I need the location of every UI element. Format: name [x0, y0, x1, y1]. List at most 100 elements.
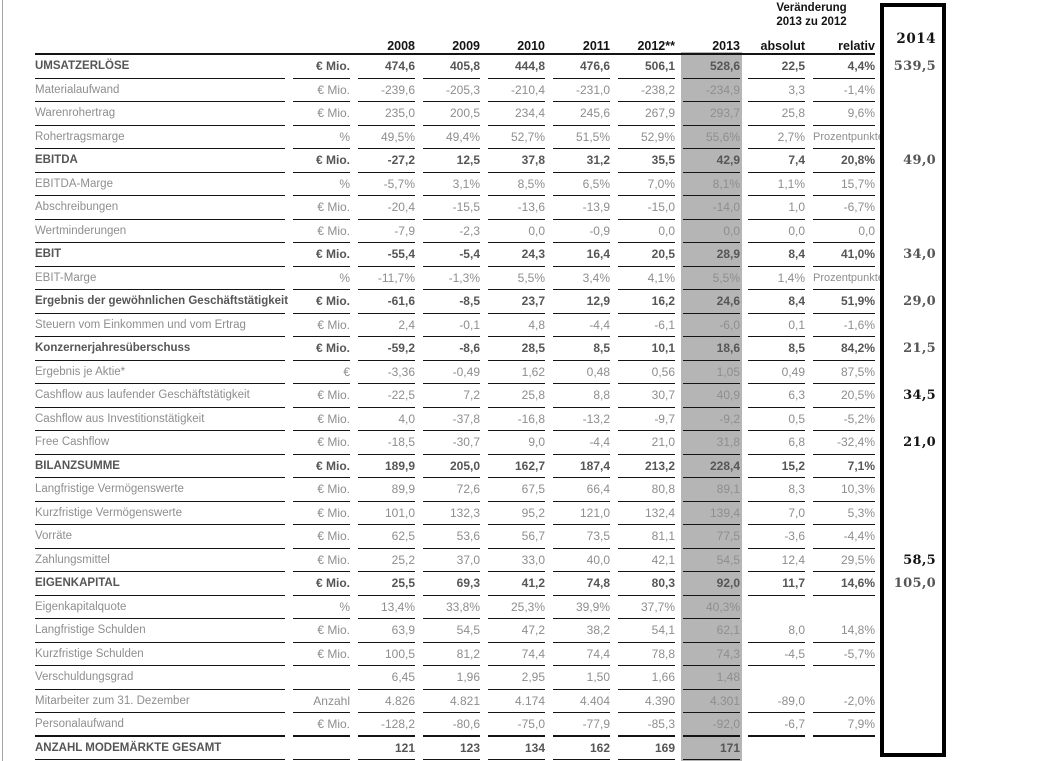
cell-2009: 200,5 [423, 102, 480, 126]
cell-2011: 476,6 [553, 55, 610, 79]
cell-relativ: -6,7% [813, 196, 875, 220]
row-unit: € Mio. [293, 525, 350, 549]
cell-2009: 405,8 [423, 55, 480, 79]
row-label: Eigenkapitalquote [35, 596, 285, 619]
cell-absolut: 8,4 [748, 290, 805, 314]
cell-relativ: 5,3% [813, 502, 875, 525]
cell-2008: -55,4 [358, 243, 415, 267]
cell-absolut: -3,6 [748, 525, 805, 549]
cell-2011: 40,0 [553, 549, 610, 572]
forecast-2014-box [880, 3, 946, 757]
cell-2012: 4,1% [618, 267, 675, 290]
cell-2010: 8,5% [488, 173, 545, 196]
cell-2008: 89,9 [358, 478, 415, 502]
cell-2010: 0,0 [488, 220, 545, 243]
row-unit: € Mio. [293, 220, 350, 243]
cell-absolut: 8,4 [748, 243, 805, 267]
cell-2010: 28,5 [488, 337, 545, 361]
row-unit: € Mio. [293, 290, 350, 314]
cell-relativ: -5,2% [813, 408, 875, 431]
cell-2012: 7,0% [618, 173, 675, 196]
row-unit: € Mio. [293, 502, 350, 525]
cell-2011: 8,5 [553, 337, 610, 361]
cell-relativ: -1,4% [813, 79, 875, 102]
cell-2008: 13,4% [358, 596, 415, 619]
cell-relativ: 14,6% [813, 572, 875, 596]
cell-absolut: 6,8 [748, 431, 805, 455]
cell-2013: 55,6% [683, 126, 740, 149]
cell-2012: 81,1 [618, 525, 675, 549]
table-row: Zahlungsmittel € Mio. 25,2 37,0 33,0 40,0 42,1… [0, 549, 1042, 572]
cell-relativ: -32,4% [813, 431, 875, 455]
cell-2009: 205,0 [423, 455, 480, 478]
cell-absolut: 8,0 [748, 619, 805, 643]
cell-absolut: 1,4% [748, 267, 805, 290]
cell-2013: 62,1 [683, 619, 740, 643]
cell-2009: 1,96 [423, 666, 480, 690]
row-label: Langfristige Schulden [35, 619, 285, 643]
cell-2014-forecast: 58,5 [903, 552, 936, 568]
cell-2011: 51,5% [553, 126, 610, 149]
cell-2010: 47,2 [488, 619, 545, 643]
cell-2010: 24,3 [488, 243, 545, 267]
row-unit: € Mio. [293, 619, 350, 643]
cell-2013: 1,48 [683, 666, 740, 690]
row-unit: € Mio. [293, 384, 350, 408]
cell-2009: -0,1 [423, 314, 480, 337]
cell-2013: 171 [683, 737, 740, 760]
cell-2010: 5,5% [488, 267, 545, 290]
cell-2008: 62,5 [358, 525, 415, 549]
cell-2011: 73,5 [553, 525, 610, 549]
cell-2009: -0,49 [423, 361, 480, 384]
cell-relativ: 0,0 [813, 220, 875, 243]
cell-absolut: 11,7 [748, 572, 805, 596]
cell-2008: 63,9 [358, 619, 415, 643]
cell-2013: 31,8 [683, 431, 740, 455]
cell-2014-forecast: 34,5 [903, 388, 936, 404]
change-header-absolut: absolut [760, 39, 805, 53]
cell-absolut: 0,0 [748, 220, 805, 243]
cell-2014-forecast: 539,5 [893, 59, 936, 75]
cell-2012: 506,1 [618, 55, 675, 79]
row-label: Kurzfristige Vermögenswerte [35, 502, 285, 525]
cell-2011: 16,4 [553, 243, 610, 267]
table-row: Personalaufwand € Mio. -128,2 -80,6 -75,0 -77… [0, 713, 1042, 737]
cell-2008: -18,5 [358, 431, 415, 455]
row-unit: € Mio. [293, 196, 350, 220]
cell-2008: 189,9 [358, 455, 415, 478]
row-unit: € Mio. [293, 455, 350, 478]
cell-2010: 25,8 [488, 384, 545, 408]
cell-2008: 4.826 [358, 690, 415, 713]
cell-2008: -11,7% [358, 267, 415, 290]
cell-2010: 33,0 [488, 549, 545, 572]
cell-2009: 53,6 [423, 525, 480, 549]
row-label: Kurzfristige Schulden [35, 643, 285, 666]
table-row: Warenrohertrag € Mio. 235,0 200,5 234,4 245,6… [0, 102, 1042, 126]
cell-relativ: -2,0% [813, 690, 875, 713]
year-header-2008: 2008 [387, 39, 415, 53]
cell-2011: 1,50 [553, 666, 610, 690]
cell-2012: 0,56 [618, 361, 675, 384]
row-unit: € Mio. [293, 149, 350, 173]
cell-2010: 4.174 [488, 690, 545, 713]
table-row: Abschreibungen € Mio. -20,4 -15,5 -13,6 -13,9… [0, 196, 1042, 220]
cell-2014-forecast: 49,0 [903, 153, 936, 169]
cell-2009: -2,3 [423, 220, 480, 243]
cell-relativ: -4,4% [813, 525, 875, 549]
table-row: EBITDA € Mio. -27,2 12,5 37,8 31,2 35,5 42,9 7,4… [0, 149, 1042, 173]
cell-2014-forecast: 105,0 [893, 576, 936, 592]
table-row: Kurzfristige Vermögenswerte € Mio. 101,0 13… [0, 502, 1042, 525]
year-header-2011: 2011 [582, 39, 610, 53]
cell-absolut: -89,0 [748, 690, 805, 713]
cell-2008: 100,5 [358, 643, 415, 666]
cell-2013: 74,3 [683, 643, 740, 666]
change-header-line1: Veränderung [776, 2, 847, 14]
cell-2010: 52,7% [488, 126, 545, 149]
cell-2011: -77,9 [553, 713, 610, 737]
row-unit: € Mio. [293, 102, 350, 126]
cell-absolut: 1,1% [748, 173, 805, 196]
highlight-band-2013 [681, 52, 742, 761]
cell-2011: 187,4 [553, 455, 610, 478]
cell-2012: 213,2 [618, 455, 675, 478]
cell-2009: 72,6 [423, 478, 480, 502]
